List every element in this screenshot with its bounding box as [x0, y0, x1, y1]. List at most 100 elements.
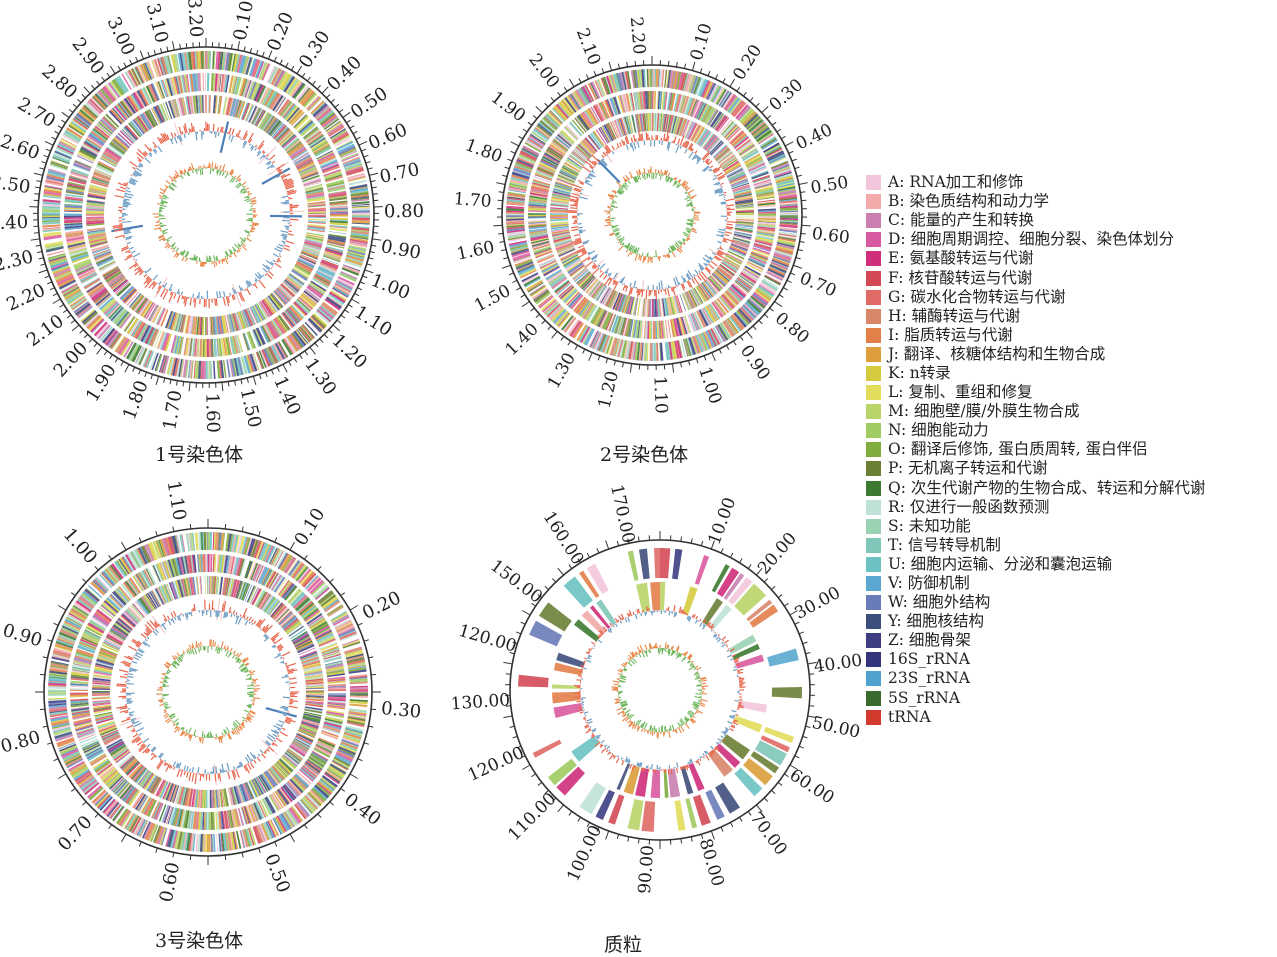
chr1-tick-mark [107, 73, 110, 77]
chr1-tick-label: 0.20 [263, 9, 298, 54]
chr1-gc-skew-bar [175, 180, 177, 182]
chr1-gc-content-bar [193, 294, 194, 298]
chr1-tick-mark [61, 120, 65, 123]
chr1-gc-skew-bar [181, 175, 183, 179]
chr1-gc-content-bar [267, 159, 268, 160]
chr2-tick-label: 0.70 [797, 268, 840, 301]
chr1-tick-mark [45, 141, 53, 145]
chr2-tick-label: 1.80 [462, 135, 504, 167]
chr2-tick-label: 0.80 [771, 309, 813, 348]
chr2-gc-content-bar [578, 246, 583, 248]
chr2-gene-feature [652, 343, 653, 361]
chr1-gene-feature [206, 361, 208, 379]
chr1-tick-mark [77, 99, 81, 102]
chr1-gc-skew-bar [167, 246, 170, 249]
chr1-gene-feature [205, 73, 206, 91]
chr1-gc-content-bar [263, 152, 265, 154]
chr2-gc-content-bar [612, 151, 614, 154]
chr1-gc-content-bar [239, 136, 240, 137]
chr1-tick-mark [130, 60, 132, 64]
chr1-gc-content-bar [177, 295, 180, 303]
chr1-gc-content-bar [275, 263, 281, 267]
chr2-tick-mark [740, 336, 743, 340]
chr1-tick-mark [368, 168, 373, 169]
chr1-gc-skew-bar [159, 218, 166, 219]
chr2-gene-feature [550, 215, 568, 216]
chr2-gc-skew-bar [662, 172, 663, 174]
chr1-tick-mark [39, 258, 44, 259]
chr1-tick-label: 0.10 [230, 0, 258, 42]
chr1-tick-mark [268, 51, 271, 59]
chr1-tick-mark [124, 63, 126, 67]
chr2-tick-mark [792, 159, 797, 161]
chr1-tick-mark [69, 109, 73, 112]
chr1-gc-skew-bar [166, 237, 172, 241]
chr2-gc-content-bar [661, 281, 662, 290]
chr1-tick-mark [305, 351, 308, 355]
chr1-tick-label: 1.90 [82, 361, 121, 406]
chr1-gene-feature [42, 213, 60, 215]
chr2-tick-mark [785, 142, 793, 146]
chr2-tick-label: 0.40 [793, 120, 836, 154]
chr2-gc-skew-bar [642, 253, 643, 256]
chr1-gc-skew-bar [163, 233, 164, 234]
chr2-gc-skew-bar [635, 254, 637, 260]
chr1-gc-skew-bar [166, 180, 170, 184]
chr1-gc-skew-bar [196, 169, 197, 174]
chr1-tick-mark [160, 48, 161, 53]
chr1-gc-skew-bar [160, 207, 163, 208]
chr1-gene-feature [42, 224, 60, 227]
chr1-tick-mark [277, 367, 279, 372]
chr2-tick-mark [623, 362, 624, 367]
chr2-gc-content-bar [726, 199, 735, 201]
chr1-gc-skew-bar [247, 238, 248, 239]
chr2-gc-skew-bar [656, 173, 657, 178]
chr1-gc-skew-bar [241, 241, 244, 243]
chr2-tick-label: 0.20 [729, 41, 766, 84]
chr1-gc-skew-bar [160, 223, 163, 224]
chr1-tick-label: 2.50 [0, 171, 32, 198]
chr1-tick-mark [53, 293, 57, 295]
chr1-gc-skew-bar [210, 256, 211, 261]
chr1-tick-mark [302, 73, 305, 77]
chr2-tick-mark [672, 364, 673, 373]
chr2-gc-content-bar [718, 231, 725, 233]
chr1-gc-content-bar [279, 256, 281, 257]
chr1-tick-mark [353, 131, 357, 133]
chr1-tick-mark [369, 173, 378, 175]
chr2-tick-mark [589, 353, 593, 361]
chr2-tick-mark [801, 233, 806, 234]
chr1-tick-mark [247, 378, 248, 383]
chr1-tick-mark [167, 46, 168, 51]
chr1-gc-skew-bar [157, 204, 160, 205]
chr2-gc-content-bar [646, 290, 647, 299]
chr1-tick-mark [373, 194, 378, 195]
chr1-gc-content-bar [130, 162, 137, 167]
chr2-tick-mark [796, 257, 801, 258]
chr2-gc-content-bar [680, 146, 681, 149]
chr1-tick-mark [256, 50, 257, 55]
chr1-tick-mark [357, 288, 362, 290]
chr2-tick-mark [499, 192, 504, 193]
chr1-tick-mark [186, 43, 187, 48]
chr1-gc-content-bar [245, 289, 246, 290]
chr1-tick-mark [47, 282, 52, 284]
chr1-gc-content-bar [266, 158, 268, 160]
chr2-gc-content-bar [588, 175, 590, 176]
chr2-gc-content-bar [646, 132, 647, 140]
chr2-gene-feature [652, 91, 654, 109]
chr1-gc-content-bar [283, 243, 285, 244]
chr2-gc-skew-bar [617, 236, 621, 239]
chr1-gc-skew-bar [242, 186, 243, 187]
chr2-gc-content-bar [574, 204, 578, 205]
chr2-gc-skew-bar [687, 196, 689, 197]
chr1-tick-mark [51, 137, 55, 139]
chr2-tick-mark [501, 250, 506, 251]
chr1-gc-content-bar [262, 276, 263, 277]
chr2-tick-mark [594, 71, 596, 76]
chr2-tick-mark [493, 225, 502, 226]
chr1-gc-skew-bar [223, 170, 224, 171]
chr1-gc-skew-bar [159, 208, 164, 209]
chr1-gc-content-bar [199, 292, 200, 299]
